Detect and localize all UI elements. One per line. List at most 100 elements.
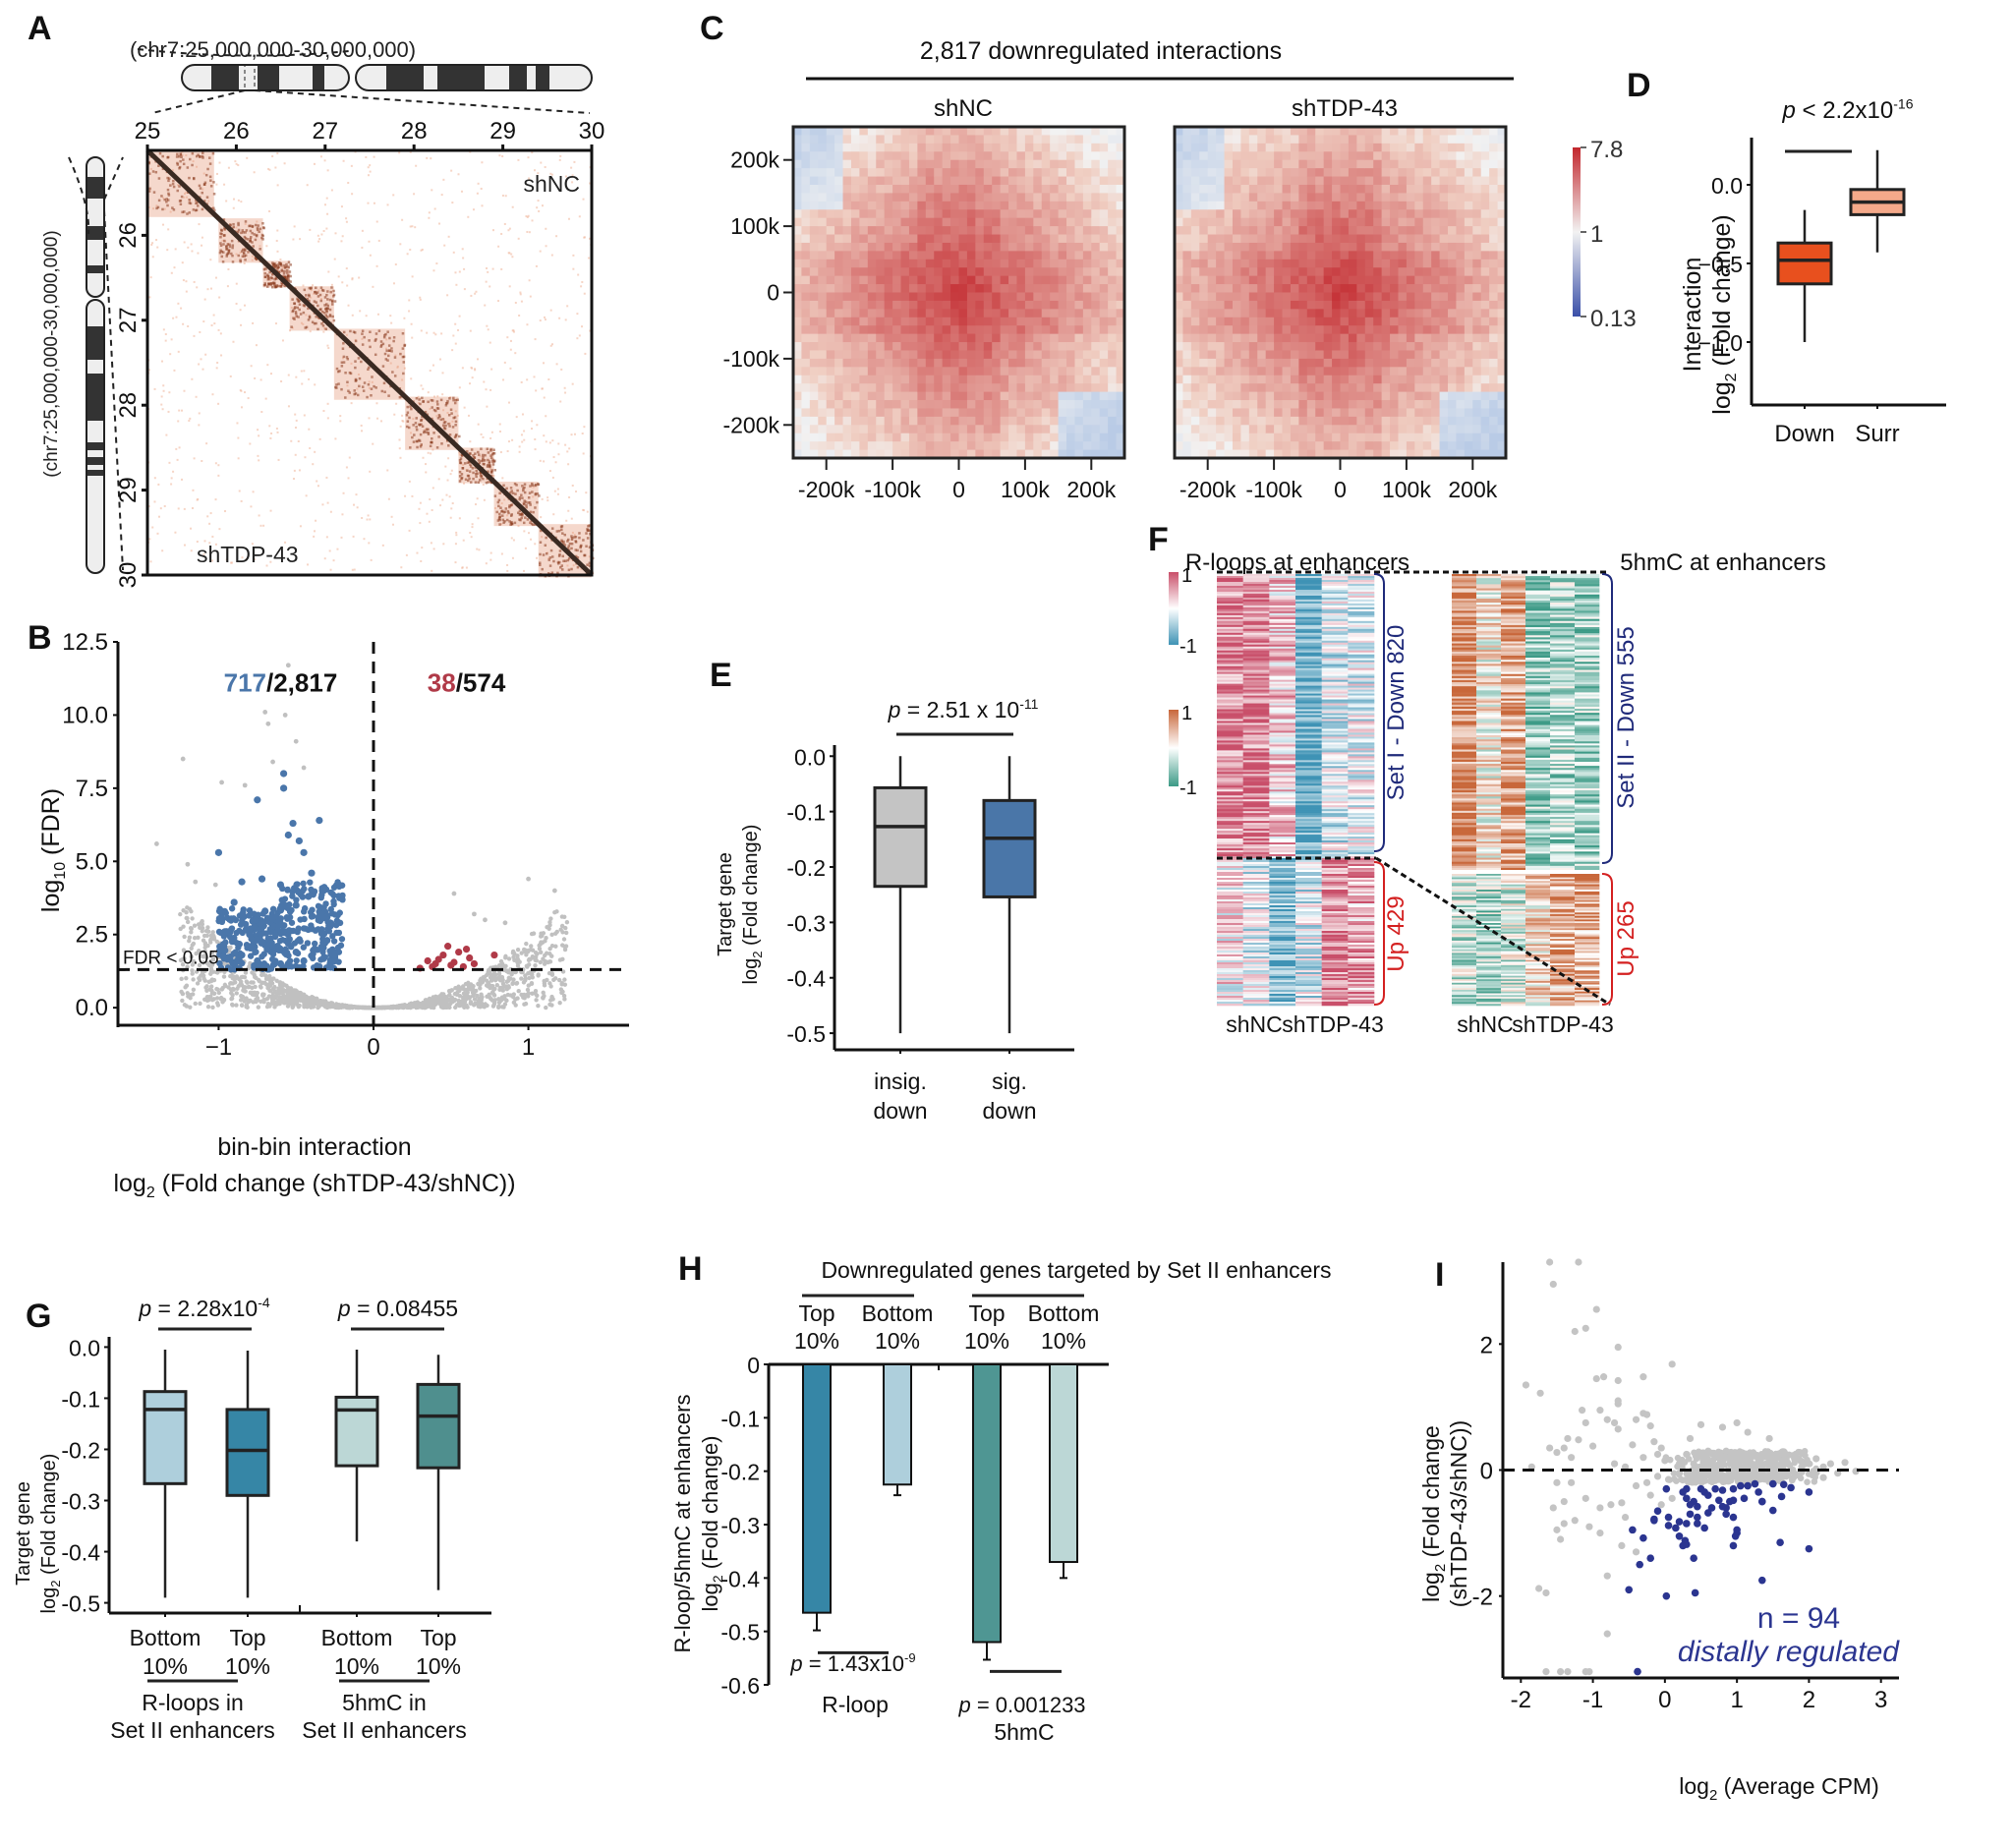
apa-cell [827,251,835,260]
apa-cell [992,400,1001,409]
contact-speckle [430,452,431,454]
apa-cell [818,168,827,177]
apa-cell [901,417,910,426]
apa-cell [818,334,827,343]
contact-speckle [391,516,393,518]
ns-point [234,1003,238,1007]
upper-triangle-label: shNC [523,171,580,197]
ns-point [526,988,530,992]
contact-speckle [401,415,403,417]
contact-speckle [390,322,392,324]
contact-speckle [507,229,509,231]
contact-dot [240,232,243,235]
apa-cell [827,433,835,442]
contact-speckle [468,415,470,417]
contact-speckle [464,288,466,290]
apa-cell [801,193,810,202]
apa-cell [926,408,935,417]
ns-point [246,1006,250,1010]
ns-point [443,1006,447,1010]
contact-speckle [432,269,434,271]
contact-speckle [509,368,511,370]
contact-dot [304,289,307,292]
contact-speckle [438,223,440,225]
contact-speckle [161,549,163,551]
contact-dot [502,521,504,524]
apa-cell [967,383,976,392]
apa-cell [943,235,951,244]
contact-speckle [568,218,570,220]
apa-cell [975,151,984,160]
apa-cell [885,185,893,194]
contact-dot [402,373,405,375]
contact-speckle [238,457,240,459]
apa-cell [818,177,827,186]
contact-speckle [475,291,477,293]
ns-point [180,999,184,1003]
contact-dot [408,417,411,420]
contact-speckle [162,384,164,386]
ns-point [523,973,527,977]
contact-dot [415,426,418,429]
down-point [323,913,330,920]
apa-cell [984,367,993,375]
apa-cell [901,433,910,442]
apa-cell [992,284,1001,293]
apa-cell [943,359,951,368]
apa-cell [1008,309,1017,318]
contact-dot [478,459,481,462]
contact-dot [505,507,508,510]
contact-dot [321,311,324,314]
down-point [282,950,288,955]
contact-speckle [184,241,186,243]
apa-cell [943,218,951,227]
apa-cell [917,218,926,227]
apa-cell [876,218,885,227]
contact-dot [257,224,259,227]
contact-dot [332,290,335,293]
contact-speckle [528,532,530,534]
apa-cell [950,318,959,326]
apa-cell [984,209,993,218]
contact-dot [257,227,259,230]
apa-cell [1001,400,1009,409]
apa-cell [901,267,910,276]
contact-dot [176,190,179,193]
contact-speckle [206,515,208,517]
apa-cell [934,177,943,186]
contact-speckle [199,412,201,414]
apa-cell [851,433,860,442]
contact-speckle [296,420,298,422]
apa-cell [984,334,993,343]
down-point [333,930,339,936]
contact-speckle [556,363,558,365]
apa-cell [901,151,910,160]
ns-point [193,924,197,928]
contact-dot [507,512,510,515]
contact-speckle [165,434,167,436]
apa-cell [967,276,976,285]
ns-point [191,977,195,981]
apa-cell [975,375,984,384]
contact-dot [390,347,393,350]
contact-speckle [464,407,466,409]
contact-speckle [250,505,252,507]
apa-cell [1008,342,1017,351]
ns-point [210,1006,214,1010]
contact-speckle [512,206,514,208]
apa-cell [943,160,951,169]
fdr-threshold-label: FDR < 0.05 [123,948,219,968]
apa-cell [959,135,968,144]
apa-cell [950,375,959,384]
contact-speckle [307,184,309,186]
c-subplot-title-shnc: shNC [934,95,993,122]
contact-dot [232,244,235,247]
apa-cell [801,160,810,169]
apa-cell [984,284,993,293]
contact-dot [331,301,334,304]
apa-cell [984,325,993,334]
apa-cell [934,185,943,194]
apa-cell [909,325,918,334]
apa-cell [834,408,843,417]
contact-speckle [314,451,316,453]
